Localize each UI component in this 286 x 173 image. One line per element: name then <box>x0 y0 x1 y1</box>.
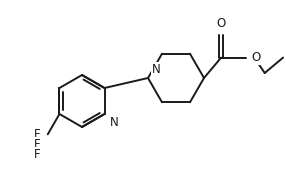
Text: F: F <box>34 138 41 151</box>
Text: F: F <box>34 128 41 141</box>
Text: O: O <box>251 51 261 64</box>
Text: O: O <box>217 17 226 30</box>
Text: N: N <box>152 63 161 76</box>
Text: F: F <box>34 148 41 161</box>
Text: N: N <box>110 116 118 129</box>
